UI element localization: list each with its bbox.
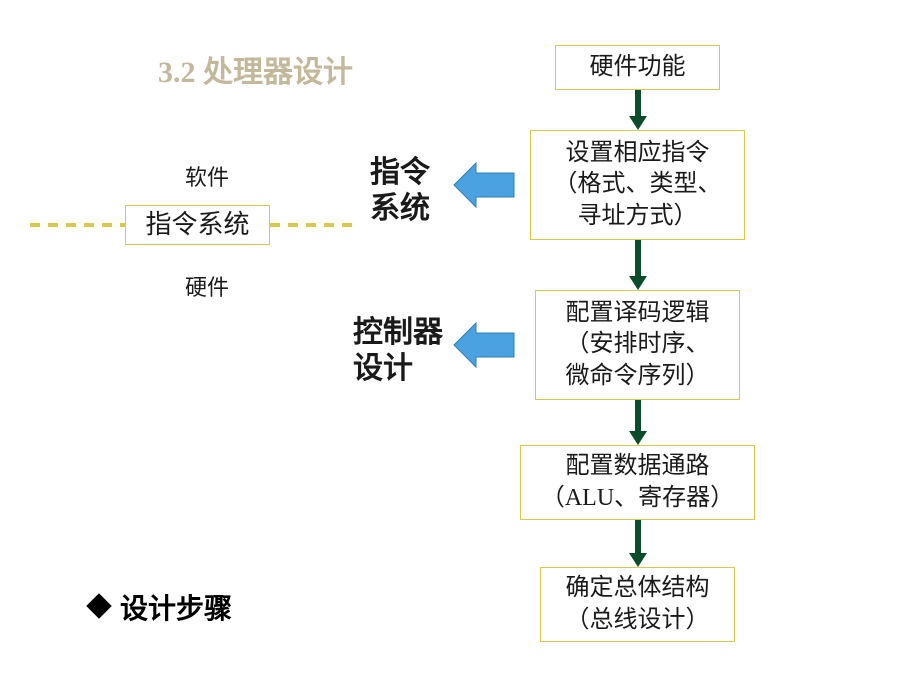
flow-node-line: 设置相应指令 (566, 138, 710, 169)
flow-node-hardware-function: 硬件功能 (555, 45, 720, 90)
flow-node-line: 寻址方式） (578, 201, 698, 232)
flow-node-overall-structure: 确定总体结构（总线设计） (540, 567, 735, 642)
flow-node-datapath: 配置数据通路（ALU、寄存器） (520, 445, 755, 520)
flow-node-set-instructions: 设置相应指令（格式、类型、寻址方式） (530, 130, 745, 240)
flow-node-line: 确定总体结构 (566, 573, 710, 604)
flow-node-line: （格式、类型、 (554, 169, 722, 200)
flow-node-line: 配置译码逻辑 (566, 298, 710, 329)
diagram-canvas: 3.2 处理器设计 3.2 处理器设计 软件 指令系统 硬件 指令 系统 控制器… (0, 0, 920, 690)
flow-node-line: 微命令序列） (566, 361, 710, 392)
footer-text: 设计步骤 (120, 587, 232, 627)
flow-node-decode-logic: 配置译码逻辑（安排时序、微命令序列） (535, 290, 740, 400)
flow-node-line: （总线设计） (566, 605, 710, 636)
flow-node-line: 硬件功能 (590, 52, 686, 83)
flow-node-line: 配置数据通路 (566, 451, 710, 482)
flow-node-line: （ALU、寄存器） (541, 483, 734, 514)
flow-node-line: （安排时序、 (566, 329, 710, 360)
